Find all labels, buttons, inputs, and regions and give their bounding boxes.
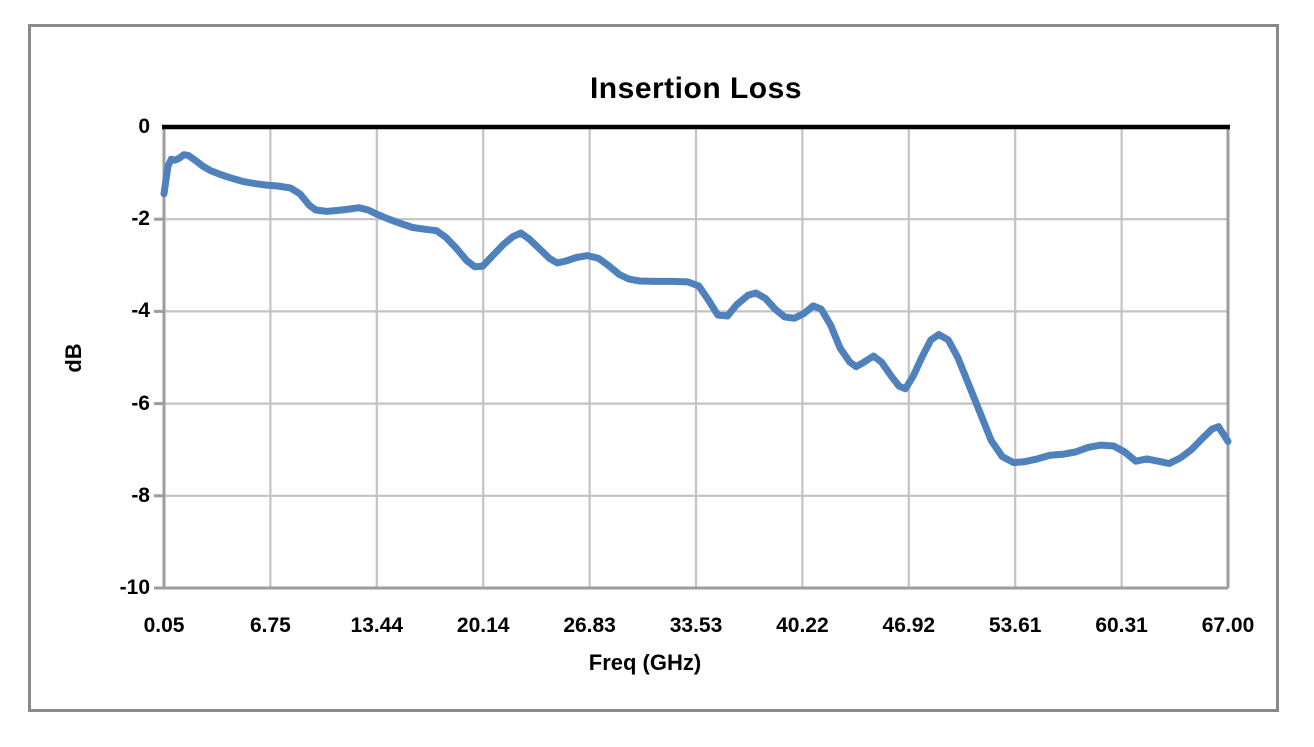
x-axis-title: Freq (GHz) (588, 650, 702, 675)
x-tick-label: 20.14 (456, 614, 510, 637)
x-tick-label: 33.53 (669, 614, 723, 637)
x-tick-label: 60.31 (1095, 614, 1148, 637)
insertion-loss-line (160, 151, 1232, 467)
x-tick-label: 13.44 (350, 614, 404, 637)
x-tick-label: 6.75 (249, 614, 291, 637)
y-tick-label: -2 (131, 207, 150, 231)
y-tick-label: -8 (131, 483, 150, 507)
y-tick-label: -4 (131, 299, 150, 323)
x-tick-label: 26.83 (563, 614, 616, 637)
y-tick-label: 0 (138, 115, 150, 138)
x-tick-label: 40.22 (776, 614, 829, 637)
y-axis-title: dB (61, 343, 86, 373)
x-tick-label: 53.61 (988, 614, 1042, 637)
y-tick-label: -6 (131, 391, 150, 415)
chart-outer-border (28, 24, 1279, 712)
y-tick-label: -10 (119, 576, 150, 599)
x-tick-label: 46.92 (882, 614, 936, 637)
x-tick-label: 0.05 (143, 614, 185, 637)
x-tick-label: 67.00 (1201, 614, 1255, 637)
chart-title: Insertion Loss (589, 72, 803, 105)
